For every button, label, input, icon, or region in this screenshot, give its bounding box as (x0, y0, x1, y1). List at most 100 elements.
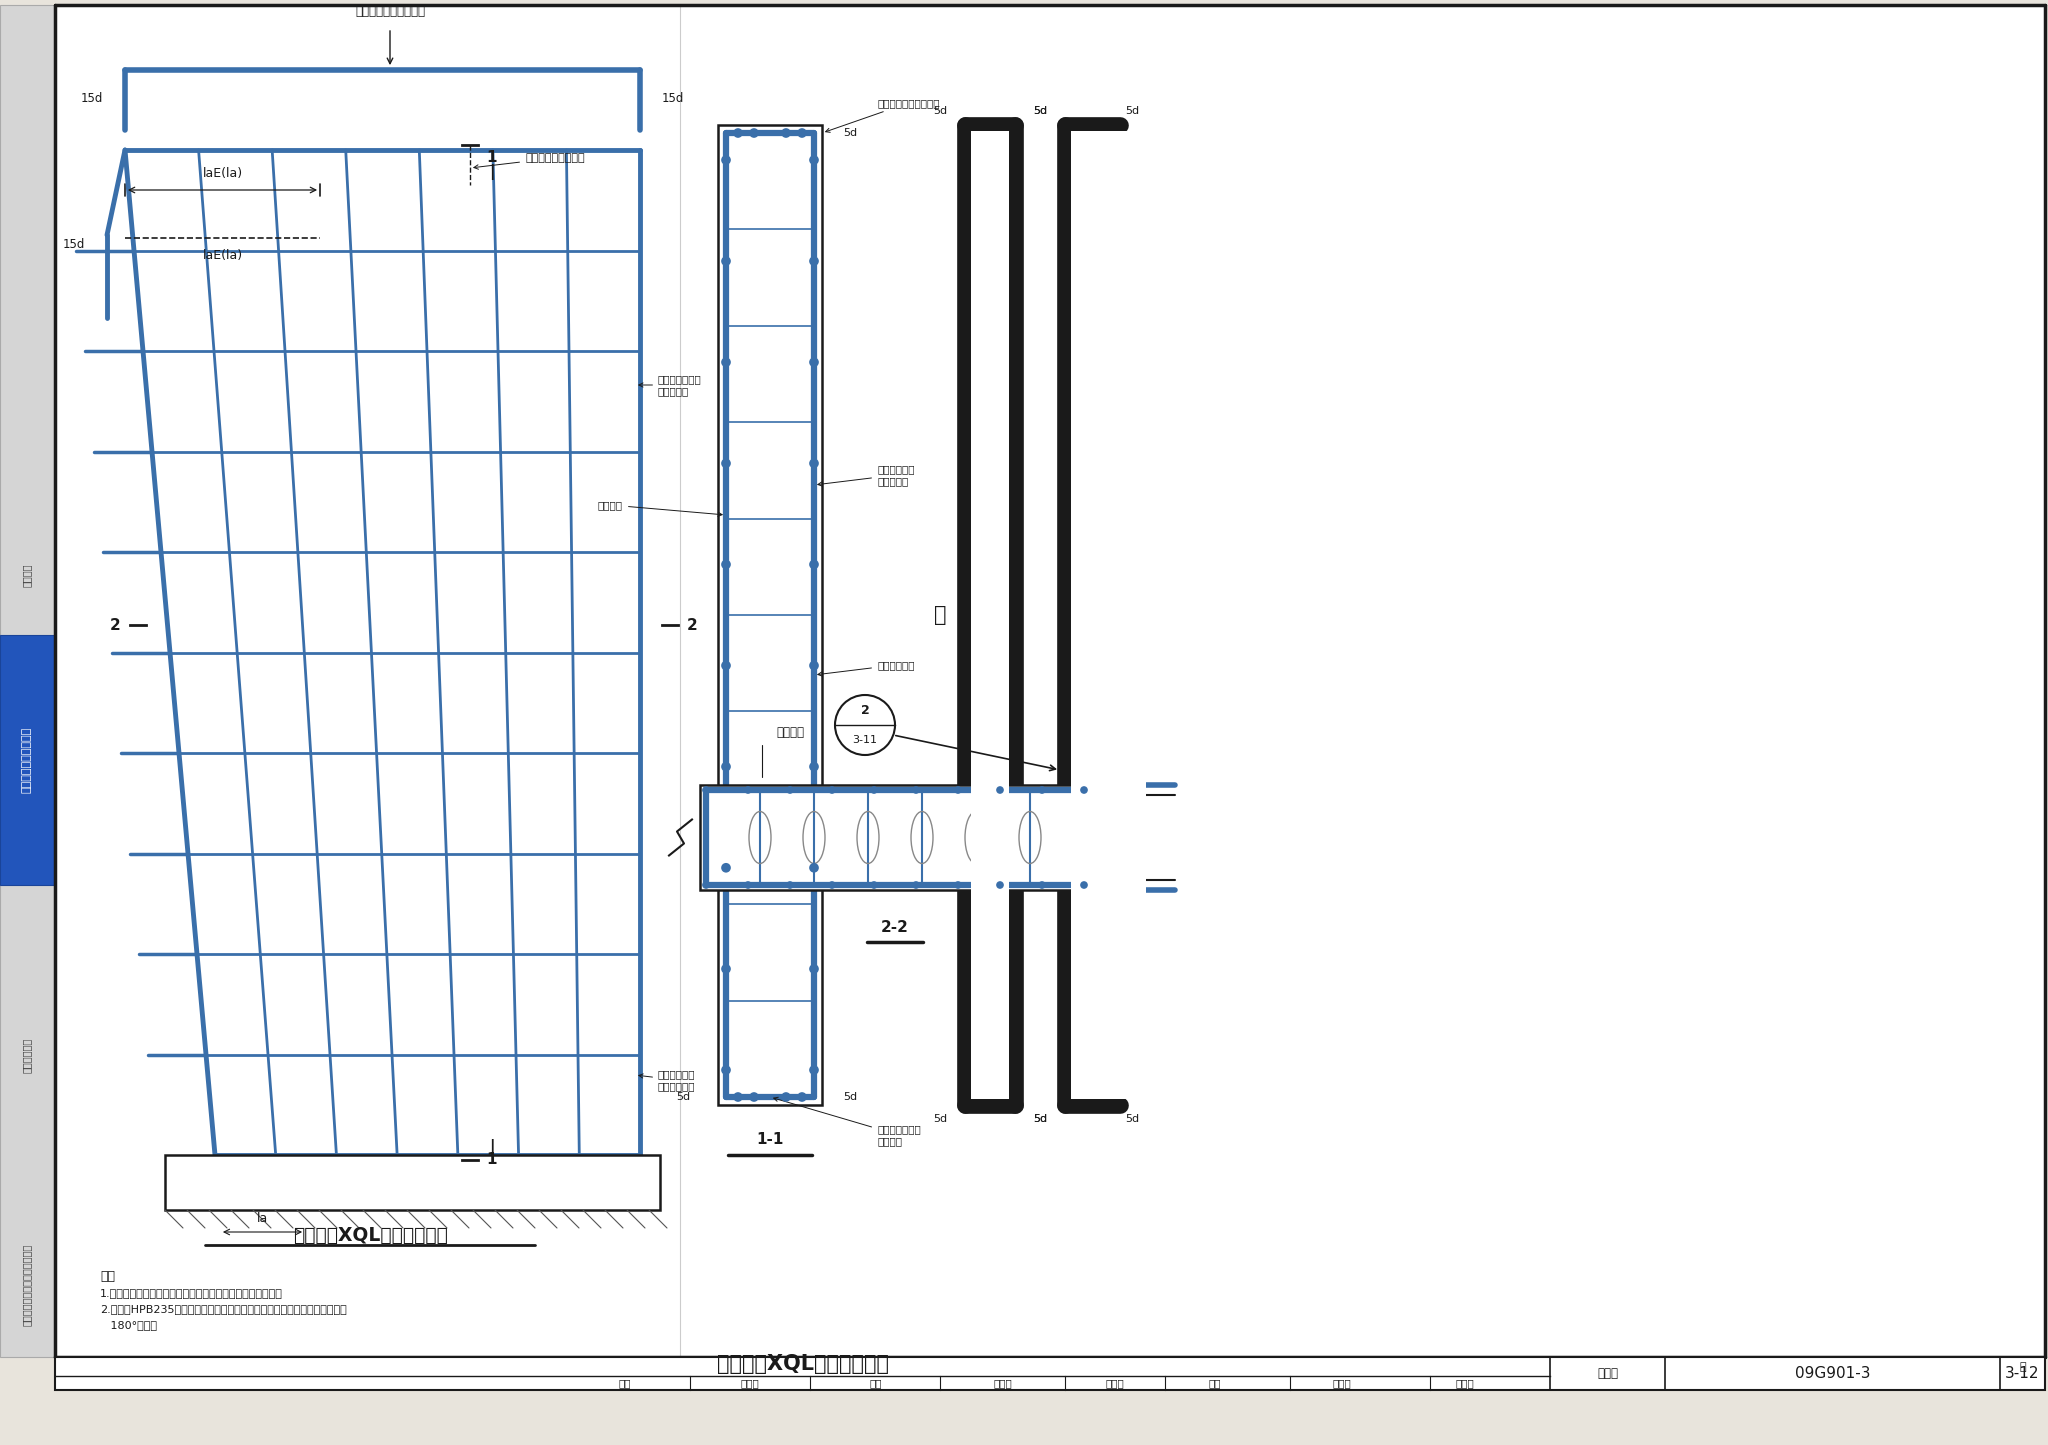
Circle shape (954, 788, 961, 793)
Text: 15d: 15d (662, 91, 684, 104)
Text: 5d: 5d (1124, 105, 1139, 116)
Circle shape (723, 763, 729, 770)
Text: 2: 2 (686, 617, 698, 633)
Text: 校对: 校对 (870, 1379, 883, 1389)
Text: 2: 2 (860, 704, 868, 717)
Circle shape (702, 788, 709, 793)
Circle shape (723, 965, 729, 972)
Text: 15d: 15d (63, 238, 86, 251)
Text: 悬挑墙梁XQL钢筋排布构造: 悬挑墙梁XQL钢筋排布构造 (293, 1225, 446, 1244)
Text: 5d: 5d (844, 129, 856, 139)
Text: laE(la): laE(la) (203, 250, 242, 263)
Text: 图集号: 图集号 (1597, 1367, 1618, 1380)
Text: 2: 2 (111, 617, 121, 633)
Text: 王怀元: 王怀元 (1456, 1379, 1475, 1389)
Text: 5d: 5d (1124, 1114, 1139, 1124)
Circle shape (811, 358, 817, 366)
Circle shape (745, 881, 752, 889)
Text: 2-2: 2-2 (881, 920, 909, 935)
Circle shape (829, 881, 836, 889)
Text: 或: 或 (934, 605, 946, 626)
Circle shape (723, 1066, 729, 1074)
Text: 1: 1 (487, 1153, 498, 1168)
Circle shape (723, 460, 729, 467)
Circle shape (723, 358, 729, 366)
Circle shape (799, 129, 807, 137)
Text: la: la (256, 1211, 268, 1224)
Text: 5d: 5d (1032, 105, 1047, 116)
Text: 箱形基础和地下室结构: 箱形基础和地下室结构 (23, 727, 33, 793)
Circle shape (782, 1092, 791, 1101)
Circle shape (811, 864, 817, 871)
Text: |: | (489, 1139, 496, 1155)
Circle shape (745, 788, 752, 793)
Text: 3-12: 3-12 (2005, 1366, 2040, 1381)
Circle shape (782, 129, 791, 137)
Circle shape (811, 561, 817, 568)
Circle shape (811, 965, 817, 972)
Bar (55, 1357, 2046, 1390)
Text: 垂直方向墙体
底部加强钢筋: 垂直方向墙体 底部加强钢筋 (639, 1069, 696, 1091)
Circle shape (1038, 788, 1044, 793)
Text: 1: 1 (487, 150, 498, 166)
Circle shape (723, 864, 729, 871)
Text: 5d: 5d (676, 1092, 690, 1103)
Text: 3-11: 3-11 (852, 736, 877, 746)
Circle shape (786, 881, 793, 889)
Circle shape (811, 460, 817, 467)
Circle shape (1081, 788, 1087, 793)
Text: 5d: 5d (934, 105, 946, 116)
Text: 180°弯钩。: 180°弯钩。 (100, 1319, 158, 1329)
Text: 1.悬挑墙以下的箱形基础外墙回填土应按具体设计要求施工。: 1.悬挑墙以下的箱形基础外墙回填土应按具体设计要求施工。 (100, 1287, 283, 1298)
Text: 箱形基础: 箱形基础 (23, 564, 33, 587)
Text: laE(la): laE(la) (203, 166, 242, 179)
Bar (719, 126, 821, 1105)
Bar (700, 785, 1090, 890)
Circle shape (1081, 881, 1087, 889)
Text: |: | (489, 163, 496, 181)
Text: 5d: 5d (1032, 1114, 1047, 1124)
Circle shape (733, 1092, 741, 1101)
Circle shape (811, 763, 817, 770)
Text: 5d: 5d (1032, 105, 1047, 116)
Text: 悬挑墙梁XQL钢筋排布构造: 悬挑墙梁XQL钢筋排布构造 (717, 1354, 889, 1374)
Text: 审核: 审核 (618, 1379, 631, 1389)
Circle shape (702, 881, 709, 889)
Circle shape (870, 788, 877, 793)
Circle shape (954, 881, 961, 889)
Circle shape (811, 257, 817, 264)
Text: 竖向分布钢筋
（架箍筋）: 竖向分布钢筋 （架箍筋） (817, 464, 915, 486)
Text: 张二义: 张二义 (1106, 1379, 1124, 1389)
Bar (0, 634, 55, 884)
Text: 5d: 5d (844, 1092, 856, 1103)
Bar (166, 1155, 659, 1209)
Circle shape (786, 788, 793, 793)
Circle shape (811, 156, 817, 163)
Text: 1-1: 1-1 (756, 1133, 784, 1147)
Circle shape (829, 788, 836, 793)
Bar (0, 4, 55, 1357)
Circle shape (913, 881, 920, 889)
Circle shape (913, 788, 920, 793)
Bar (971, 131, 1010, 1100)
Circle shape (836, 695, 895, 754)
Text: 注：: 注： (100, 1270, 115, 1283)
Text: 一般构造要求: 一般构造要求 (23, 1038, 33, 1072)
Text: 设计: 设计 (1208, 1379, 1221, 1389)
Circle shape (811, 1066, 817, 1074)
Text: 09G901-3: 09G901-3 (1794, 1366, 1870, 1381)
Circle shape (750, 1092, 758, 1101)
Text: 黄志刚: 黄志刚 (741, 1379, 760, 1389)
Text: 垂直方向墙体顶纵筋: 垂直方向墙体顶纵筋 (473, 153, 584, 169)
Text: 悬挑墙顶纵向受力钢筋: 悬挑墙顶纵向受力钢筋 (825, 98, 940, 133)
Circle shape (997, 788, 1004, 793)
Circle shape (799, 1092, 807, 1101)
Text: 独立基础、条形基础、桩基承台: 独立基础、条形基础、桩基承台 (23, 1244, 33, 1327)
Circle shape (723, 257, 729, 264)
Text: 5d: 5d (934, 1114, 946, 1124)
Circle shape (723, 662, 729, 669)
Circle shape (997, 881, 1004, 889)
Text: 王怀元: 王怀元 (1333, 1379, 1352, 1389)
Circle shape (870, 881, 877, 889)
Text: 15d: 15d (80, 91, 102, 104)
